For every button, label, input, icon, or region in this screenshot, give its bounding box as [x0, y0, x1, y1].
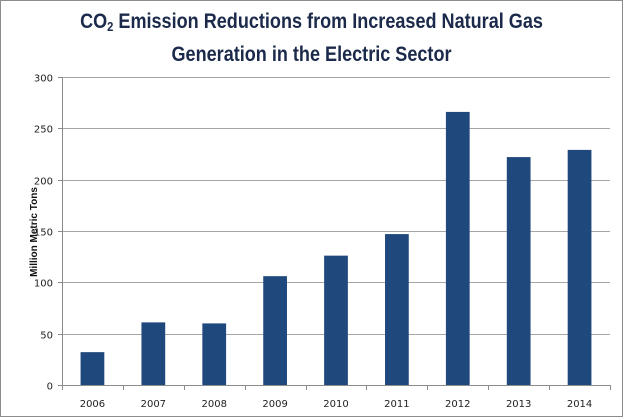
y-tick-label: 250	[34, 125, 53, 136]
chart-title-line-1: CO2 Emission Reductions from Increased N…	[80, 10, 543, 34]
y-tick-label: 150	[34, 228, 53, 239]
x-tick-label: 2011	[384, 399, 409, 410]
bar-2008	[202, 323, 227, 385]
bar-2014	[567, 149, 592, 385]
x-tick-label: 2012	[445, 399, 470, 410]
y-axis-label: Million Metric Tons	[29, 187, 40, 277]
x-tick-label: 2008	[201, 399, 226, 410]
bar-2013	[506, 157, 531, 385]
bar-2006	[80, 352, 105, 385]
y-tick-label: 0	[47, 382, 53, 393]
y-tick-label: 300	[34, 74, 53, 85]
y-tick-label: 200	[34, 177, 53, 188]
x-tick-label: 2009	[262, 399, 287, 410]
bar-2010	[324, 255, 348, 385]
x-tick-label: 2013	[506, 399, 531, 410]
x-tick-label: 2007	[141, 399, 166, 410]
bar-2012	[445, 111, 470, 385]
y-axis-ticks: 0 50 100 150 200 250 300	[34, 74, 63, 393]
bar-2011	[385, 234, 409, 385]
x-tick-label: 2014	[567, 399, 592, 410]
y-tick-label: 50	[40, 331, 53, 342]
bars	[80, 111, 592, 385]
chart-title-line-2: Generation in the Electric Sector	[171, 43, 452, 66]
bar-2007	[141, 322, 166, 385]
y-tick-label: 100	[34, 279, 53, 290]
x-tick-label: 2006	[80, 399, 105, 410]
bar-2009	[263, 276, 287, 385]
chart-title: CO2 Emission Reductions from Increased N…	[44, 8, 580, 69]
x-axis: 2006 2007 2008 2009 2010 2011 2012 2013 2014	[62, 385, 611, 410]
x-tick-label: 2010	[323, 399, 348, 410]
